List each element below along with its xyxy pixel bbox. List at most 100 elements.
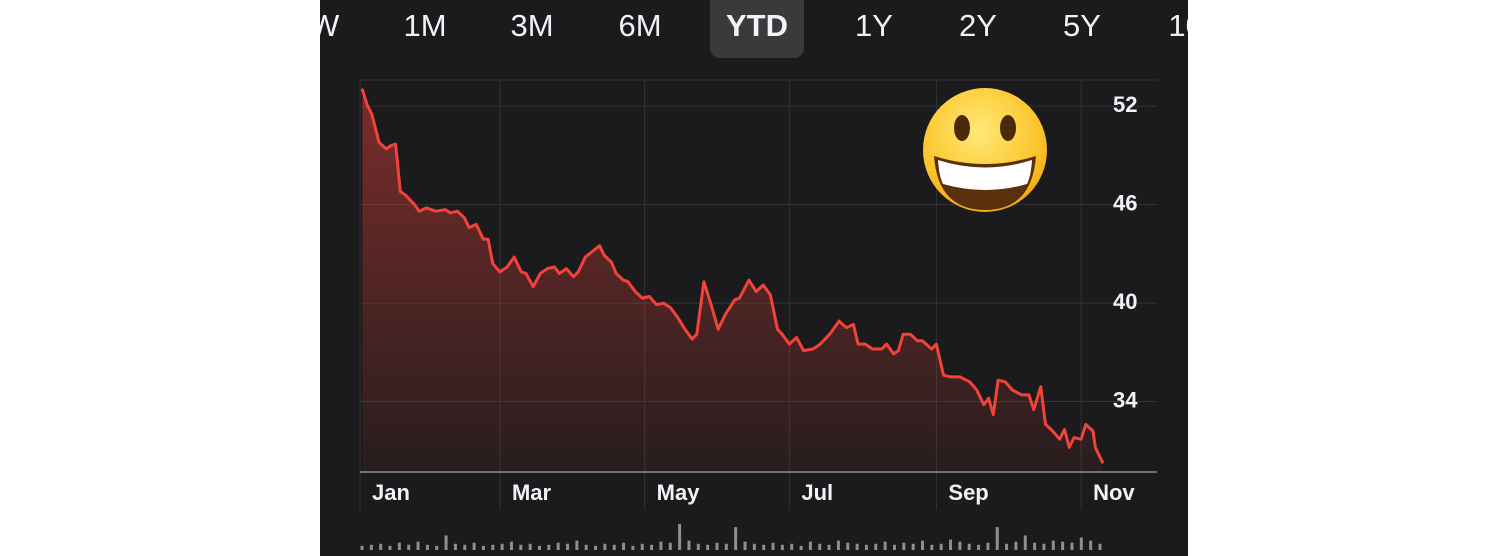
tab[interactable]: 1M (403, 8, 446, 43)
volume-bar (967, 543, 971, 550)
volume-bar (846, 542, 850, 550)
volume-bar (1033, 542, 1037, 550)
y-tick-label: 52 (1113, 92, 1137, 117)
volume-bar (790, 543, 794, 550)
area (362, 89, 1103, 473)
volume-bar (575, 540, 579, 550)
volume-bar (481, 545, 485, 550)
tab[interactable]: 6M (618, 8, 661, 43)
volume-bar (706, 544, 710, 550)
y-tick-label: 40 (1113, 289, 1137, 314)
volume-bar (874, 543, 878, 550)
volume-bar (500, 543, 504, 550)
volume-bar (836, 540, 840, 550)
volume-bar (687, 540, 691, 550)
volume-bar (659, 541, 663, 550)
volume-bar (407, 544, 411, 550)
volume-bar (444, 535, 448, 550)
volume-bar (528, 543, 532, 550)
volume-bar (678, 524, 682, 550)
volume-bar (369, 544, 373, 550)
volume-bar (780, 544, 784, 550)
volume-bar (864, 544, 868, 550)
volume-bar (566, 543, 570, 550)
range-tabs: 1W 1M 3M 6M YTD 1Y 2Y 5Y 10Y (293, 0, 1223, 58)
volume-bar (509, 541, 513, 550)
volume-bar (743, 541, 747, 550)
volume-bar (537, 545, 541, 550)
volume-bar (1005, 543, 1009, 550)
volume-bar (603, 543, 607, 550)
volume-bar (883, 541, 887, 550)
x-tick-label: Nov (1093, 480, 1135, 505)
volume-bar (902, 542, 906, 550)
selected-tab-background (710, 0, 804, 58)
volume-bar (453, 543, 457, 550)
volume-bar (799, 545, 803, 550)
emoji-grin (923, 88, 1047, 212)
volume-bar (1014, 541, 1018, 550)
volume-bar (547, 544, 551, 550)
volume-bar (762, 544, 766, 550)
tab[interactable]: 10Y (1168, 8, 1223, 43)
x-tick-label: Jul (801, 480, 833, 505)
volume-bar (827, 544, 831, 550)
volume-bar (1098, 543, 1102, 550)
volume-bar (640, 543, 644, 550)
volume-bar (995, 527, 999, 550)
volume-bar (734, 527, 738, 550)
volume-bar (556, 542, 560, 550)
volume-bar (631, 545, 635, 550)
volume-bar (752, 543, 756, 550)
tab[interactable]: 1W (293, 8, 340, 43)
tab[interactable]: 5Y (1063, 8, 1101, 43)
volume-bar (771, 542, 775, 550)
selected-tab[interactable]: YTD (726, 8, 788, 43)
y-tick-label: 34 (1113, 387, 1138, 412)
volume-bar (911, 543, 915, 550)
x-tick-label: Sep (948, 480, 988, 505)
volume-bar (818, 543, 822, 550)
tab[interactable]: 2Y (959, 8, 997, 43)
volume-bar (939, 543, 943, 550)
volume-bar (1023, 535, 1027, 550)
volume-bar (650, 544, 654, 550)
volume-bar (696, 543, 700, 550)
volume-bar (594, 545, 598, 550)
tab[interactable]: 1Y (855, 8, 893, 43)
plot: 52 46 40 34 Jan Mar May Jul Sep Nov (359, 79, 1157, 550)
volume-bar (463, 544, 467, 550)
volume-bar (622, 542, 626, 550)
volume-bar (892, 544, 896, 550)
volume-bar (1061, 541, 1065, 550)
x-tick-label: Jan (372, 480, 410, 505)
volume-bar (930, 544, 934, 550)
volume-bar (388, 545, 392, 550)
volume-bar (949, 539, 953, 550)
price-line (360, 88, 1104, 464)
volume-bar (472, 542, 476, 550)
volume-bar (986, 542, 990, 550)
volume-bar (379, 543, 383, 550)
volume-bar (715, 542, 719, 550)
volume-bar (1070, 542, 1074, 550)
volume-bar (416, 541, 420, 550)
volume-bar (855, 543, 859, 550)
volume-bar (584, 544, 588, 550)
volume-bar (1079, 537, 1083, 550)
volume-bar (397, 542, 401, 550)
volume-bar (724, 543, 728, 550)
volume-bar (668, 542, 672, 550)
volume-bar (1051, 540, 1055, 550)
tab[interactable]: 3M (510, 8, 553, 43)
volume-bar (958, 541, 962, 550)
volume-bar (612, 544, 616, 550)
volume-bar (491, 544, 495, 550)
x-tick-label: May (657, 480, 701, 505)
volume-bar (519, 544, 523, 550)
volume-bar (808, 541, 812, 550)
volume-bar (425, 544, 429, 550)
y-tick-label: 46 (1113, 190, 1137, 215)
volume-bar (1089, 540, 1093, 550)
